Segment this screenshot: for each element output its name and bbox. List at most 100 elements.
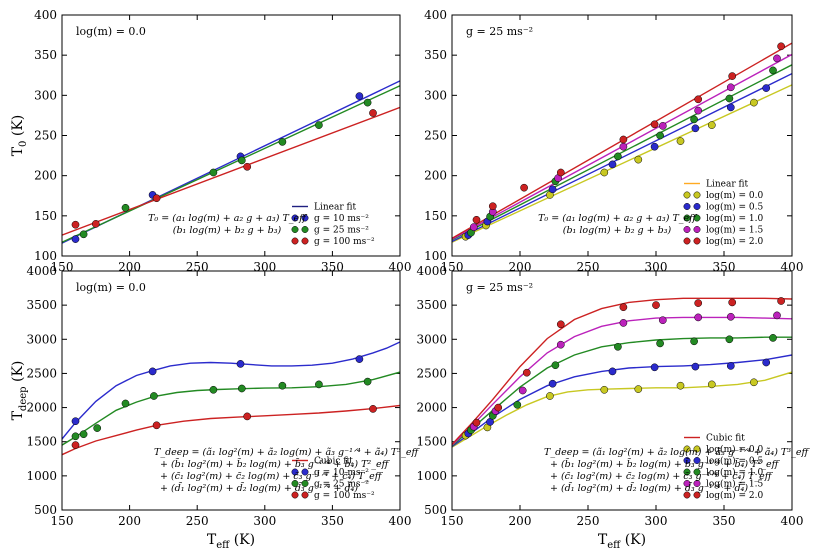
x-tick-label: 400 — [781, 514, 804, 528]
data-point — [71, 441, 80, 449]
data-point — [237, 156, 246, 165]
legend-title: Linear fit — [706, 180, 749, 190]
equation-line: T₀ = (a₁ log(m) + a₂ g + a₃) T_eff — [538, 213, 698, 224]
y-tick-label: 2000 — [26, 401, 57, 415]
data-point — [472, 215, 481, 224]
legend-entry: g = 10 ms⁻² — [314, 468, 369, 478]
fit-line — [452, 72, 792, 243]
x-label-sub: eff — [607, 540, 621, 551]
y-label-text: T0 (K) — [10, 115, 29, 157]
x-label-text: Teff (K) — [207, 532, 255, 551]
data-point — [690, 337, 698, 346]
legend-marker — [683, 191, 691, 199]
data-point — [608, 367, 617, 376]
data-point — [725, 335, 734, 344]
data-point — [522, 368, 531, 377]
y-tick-label: 100 — [34, 249, 57, 263]
panel-label: g = 25 ms⁻² — [466, 281, 533, 294]
data-point — [619, 135, 628, 144]
legend-marker — [693, 445, 701, 453]
data-point — [121, 203, 130, 212]
data-point — [71, 220, 80, 229]
legend-marker — [291, 468, 299, 476]
data-point — [694, 95, 703, 104]
data-point — [520, 183, 528, 192]
data-point — [79, 230, 88, 239]
legend-marker — [301, 491, 309, 499]
y-tick-label: 3500 — [26, 298, 57, 312]
equation-line: (b₁ log(m) + b₂ g + b₃) — [563, 225, 672, 236]
legend-marker — [693, 457, 701, 464]
data-point — [150, 392, 158, 400]
data-point — [750, 378, 758, 387]
fit-line — [62, 106, 400, 236]
x-label-unit: (K) — [620, 532, 646, 548]
data-point — [369, 109, 377, 117]
x-tick-label: 300 — [645, 514, 668, 528]
legend-marker — [693, 214, 701, 222]
equation: T₀ = (a₁ log(m) + a₂ g + a₃) T_eff(b₁ lo… — [148, 213, 308, 236]
data-point — [472, 418, 481, 427]
y-tick-label: 2000 — [416, 401, 447, 415]
data-point — [494, 403, 503, 412]
y-tick-label: 150 — [34, 209, 57, 223]
data-point — [315, 380, 323, 389]
equation-line: (b₁ log(m) + b₂ g + b₃) — [173, 225, 282, 236]
y-tick-label: 300 — [34, 88, 57, 102]
data-point — [619, 142, 628, 151]
data-point — [726, 83, 735, 92]
fit-line — [62, 371, 400, 446]
y-label-unit: (K) — [10, 361, 26, 387]
axes-frame — [451, 270, 793, 511]
legend-marker — [301, 468, 309, 476]
legend-marker — [693, 237, 701, 245]
plot-area — [452, 297, 792, 448]
legend-entry: log(m) = 0.5 — [706, 456, 763, 467]
x-tick-label: 400 — [389, 514, 412, 528]
data-point — [726, 103, 735, 112]
data-point — [600, 385, 609, 394]
y-tick-label: 300 — [424, 88, 447, 102]
legend-marker — [683, 491, 691, 499]
legend-marker — [301, 237, 309, 245]
data-point — [469, 223, 478, 231]
equation-line: + (b̃₁ log²(m) + b̃₂ log(m) + b̃₃ g⁻¹ᐟ⁴ … — [550, 457, 781, 470]
data-point — [513, 400, 522, 409]
fit-line — [452, 316, 792, 446]
legend-entry: log(m) = 0.0 — [706, 444, 763, 455]
panel-bl: 150 200 250 300 350 400 500 1000 1500 2000 2500 300… — [10, 264, 420, 551]
data-point — [209, 385, 218, 394]
y-label-sub: deep — [18, 386, 29, 411]
legend-marker — [693, 468, 701, 476]
data-point — [773, 54, 781, 63]
equation-line: + (c̃₁ log²(m) + c̃₂ log(m) + c̃₃ g⁻¹ᐟ⁴ … — [550, 471, 774, 482]
data-point — [518, 386, 527, 395]
y-tick-label: 2500 — [26, 366, 57, 380]
data-point — [315, 121, 323, 129]
data-point — [691, 124, 700, 133]
y-tick-label: 1000 — [416, 469, 447, 483]
legend-entry: log(m) = 2.0 — [706, 236, 763, 247]
data-point — [762, 84, 771, 92]
data-point — [71, 235, 80, 243]
y-label-main: T — [10, 146, 26, 156]
legend-marker — [693, 191, 701, 199]
legend-marker — [693, 480, 701, 487]
legend-marker — [683, 203, 691, 210]
data-point — [676, 137, 685, 145]
data-point — [209, 168, 218, 177]
legend-marker — [683, 226, 691, 233]
data-point — [773, 311, 781, 320]
y-tick-label: 200 — [34, 169, 57, 183]
y-tick-label: 400 — [424, 8, 447, 22]
data-point — [658, 122, 667, 130]
data-point — [614, 152, 622, 161]
equation-line: + (d̃₁ log²(m) + d̃₂ log(m) + d̃₃ g⁻¹ᐟ⁴ … — [550, 481, 748, 494]
data-point — [243, 162, 252, 171]
data-point — [546, 392, 554, 400]
legend-entry: g = 10 ms⁻² — [314, 214, 369, 224]
data-point — [656, 131, 664, 140]
data-point — [656, 339, 664, 348]
